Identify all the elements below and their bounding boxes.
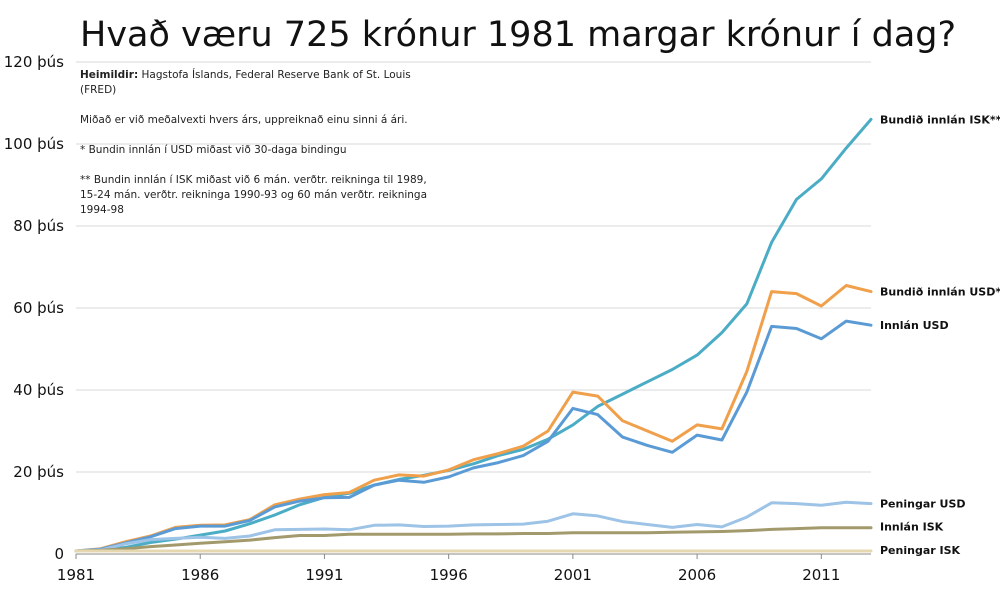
series-labels: Bundið innlán ISK** Bundið innlán USD* Inn…	[880, 113, 1000, 557]
series-line-peningar-usd	[74, 500, 873, 553]
y-tick-label: 80 þús	[13, 217, 64, 235]
y-tick-label: 20 þús	[13, 463, 64, 481]
series-label-innl-n-isk: Innlán ISK	[880, 521, 944, 534]
method-note: Miðað er við meðalvexti hvers árs, uppre…	[80, 114, 408, 126]
series-line-bundi-innl-n-isk	[74, 117, 873, 553]
chart-notes: Heimildir: Hagstofa Íslands, Federal Res…	[80, 68, 440, 233]
y-axis-ticks: 0 20 þús 40 þús 60 þús 80 þús 100 þús 120 þús	[4, 53, 64, 563]
series-line-innl-n-usd	[74, 319, 873, 553]
source-text: Hagstofa Íslands, Federal Reserve Bank o…	[80, 69, 411, 96]
series-label-peningar-usd: Peningar USD	[880, 498, 966, 511]
x-tick-label: 1991	[305, 566, 343, 584]
series-line-innl-n-isk	[74, 526, 873, 553]
x-tick-label: 1986	[181, 566, 219, 584]
y-tick-label: 120 þús	[4, 53, 64, 71]
footnote-usd: * Bundin innlán í USD miðast við 30-daga…	[80, 144, 347, 156]
x-tick-label: 1996	[430, 566, 468, 584]
x-axis-ticks: 1981 1986 1991 1996 2001 2006 2011	[57, 553, 871, 584]
series-label-bundi-innl-n-isk: Bundið innlán ISK**	[880, 113, 1000, 126]
x-tick-label: 2001	[554, 566, 592, 584]
source-label: Heimildir:	[80, 69, 139, 81]
y-tick-label: 100 þús	[4, 135, 64, 153]
y-tick-label: 0	[54, 545, 64, 563]
series-line-bundi-innl-n-usd	[74, 284, 873, 553]
y-tick-label: 40 þús	[13, 381, 64, 399]
x-tick-label: 1981	[57, 566, 95, 584]
source-note: Heimildir: Hagstofa Íslands, Federal Res…	[80, 68, 440, 98]
series-lines	[74, 117, 873, 553]
series-label-innl-n-usd: Innlán USD	[880, 319, 949, 332]
x-tick-label: 2006	[678, 566, 716, 584]
chart-title: Hvað væru 725 krónur 1981 margar krónur …	[80, 15, 956, 55]
x-tick-label: 2011	[802, 566, 840, 584]
footnote-isk: ** Bundin innlán í ISK miðast við 6 mán.…	[80, 174, 428, 216]
series-label-bundi-innl-n-usd: Bundið innlán USD*	[880, 286, 1000, 299]
series-label-peningar-isk: Peningar ISK	[880, 544, 961, 557]
y-tick-label: 60 þús	[13, 299, 64, 317]
